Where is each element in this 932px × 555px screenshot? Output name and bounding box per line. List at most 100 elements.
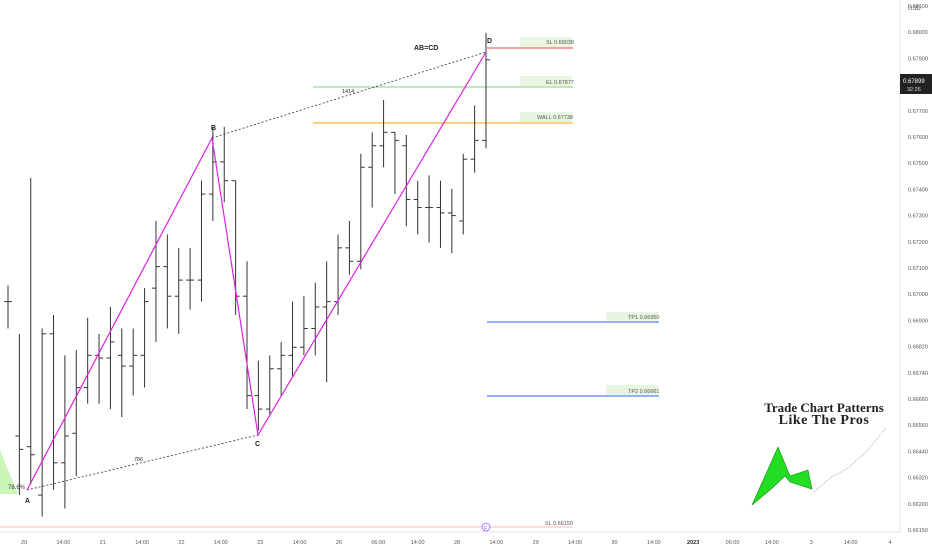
tp2-label: TP2 0.66661 — [628, 389, 660, 395]
time-tick: 30 — [611, 540, 617, 546]
time-tick: 14:00 — [568, 540, 582, 546]
ohlc-bar[interactable] — [413, 180, 422, 235]
sl-label: SL 0.68038 — [546, 40, 574, 46]
ohlc-bar[interactable] — [231, 180, 240, 316]
ohlc-bar[interactable] — [72, 349, 81, 477]
wall-label: WALL 0.67738 — [537, 115, 573, 121]
ohlc-bar[interactable] — [368, 132, 377, 208]
brand-line-2: Like The Pros — [778, 413, 870, 428]
point-a-label: A — [25, 498, 30, 505]
ac-ratio: 786 — [134, 457, 143, 463]
ohlc-bar[interactable] — [311, 282, 320, 356]
abcd-pattern[interactable] — [26, 51, 487, 491]
ohlc-bar[interactable] — [129, 328, 138, 396]
ohlc-bar[interactable] — [163, 234, 172, 329]
time-tick: 14:00 — [214, 540, 228, 546]
time-tick: 14:00 — [411, 540, 425, 546]
ohlc-bar[interactable] — [334, 234, 343, 316]
ohlc-bar[interactable] — [390, 131, 399, 195]
ohlc-bar[interactable] — [459, 153, 468, 235]
ohlc-bar[interactable] — [322, 261, 331, 383]
time-tick: 14:00 — [844, 540, 858, 546]
price-tick: 0.68100 — [908, 4, 928, 10]
ohlc-bar[interactable] — [49, 315, 58, 490]
price-tick: 0.66820 — [908, 345, 928, 351]
time-marker[interactable] — [481, 522, 491, 532]
price-tick: 0.66320 — [908, 476, 928, 482]
price-tick: 0.66660 — [908, 397, 928, 403]
ohlc-bar[interactable] — [106, 306, 115, 410]
ohlc-bar[interactable] — [151, 220, 160, 342]
ohlc-bar[interactable] — [243, 261, 251, 410]
ohlc-bar[interactable] — [277, 341, 286, 396]
ohlc-bar[interactable] — [482, 32, 490, 149]
ohlc-bar[interactable] — [38, 328, 47, 517]
ohlc-bar[interactable] — [356, 153, 365, 270]
bd-ratio: 1414 — [342, 89, 354, 95]
ac-connector — [26, 434, 259, 491]
brand-block: Trade Chart Patterns Like The Pros — [740, 398, 930, 518]
pattern-title: AB=CD — [414, 45, 438, 52]
price-tick: 0.67300 — [908, 214, 928, 220]
ohlc-bar[interactable] — [254, 360, 263, 431]
wall-tag — [520, 112, 572, 122]
price-tick: 0.66560 — [908, 423, 928, 429]
time-tick: 26 — [336, 540, 342, 546]
ohlc-bar[interactable] — [26, 177, 35, 485]
ohlc-bar[interactable] — [186, 247, 195, 310]
ohlc-bar[interactable] — [447, 188, 456, 254]
time-tick: 29 — [533, 540, 539, 546]
ohlc-bar[interactable] — [299, 296, 308, 356]
time-tick: 20 — [21, 540, 27, 546]
time-tick: 28 — [454, 540, 460, 546]
price-tick: 0.67400 — [908, 187, 928, 193]
ohlc-bar[interactable] — [140, 288, 149, 388]
ohlc-bar[interactable] — [83, 317, 92, 404]
ohlc-bar[interactable] — [402, 134, 411, 227]
sl-bottom-label: SL 0.66150 — [545, 521, 573, 527]
time-tick: 22 — [178, 540, 184, 546]
time-tick: 14:00 — [56, 540, 70, 546]
time-axis[interactable]: 20 14:00 21 14:00 22 14:00 23 14:00 26 06:00 14:00… — [21, 540, 892, 546]
ohlc-bar[interactable] — [4, 285, 12, 329]
ohlc-bars[interactable] — [4, 32, 490, 517]
brand-logo-icon — [751, 427, 887, 506]
price-axis[interactable]: 0.681000.680000.679000.678000.677000.676… — [908, 4, 928, 534]
price-tick: 0.66900 — [908, 318, 928, 324]
price-tick: 0.66150 — [908, 528, 928, 534]
ohlc-bar[interactable] — [470, 105, 479, 173]
tp1-label: TP1 0.66950 — [628, 315, 660, 321]
ohlc-bar[interactable] — [15, 333, 24, 496]
ohlc-bar[interactable] — [288, 301, 297, 377]
time-tick: 06:00 — [726, 540, 740, 546]
ohlc-bar[interactable] — [174, 247, 183, 334]
price-tick: 0.66440 — [908, 449, 928, 455]
point-b-label: B — [211, 125, 216, 132]
ohlc-bar[interactable] — [425, 175, 434, 243]
ohlc-bar[interactable] — [117, 328, 126, 418]
el-label: EL 0.67877 — [546, 80, 574, 86]
time-tick: 2023 — [687, 540, 699, 546]
ohlc-bar[interactable] — [436, 180, 445, 248]
ohlc-bar[interactable] — [345, 220, 354, 275]
current-price: 0.67899 — [903, 79, 925, 85]
ohlc-bar[interactable] — [60, 355, 69, 509]
time-tick: 14:00 — [293, 540, 307, 546]
time-tick: 14:00 — [135, 540, 149, 546]
current-price-badge — [900, 74, 932, 94]
ohlc-bar[interactable] — [379, 100, 388, 168]
el-tag — [520, 76, 572, 86]
price-tick: 0.68000 — [908, 30, 928, 36]
time-tick: 3 — [810, 540, 813, 546]
sl-tag — [520, 37, 572, 47]
time-tick: 23 — [257, 540, 263, 546]
time-tick: 4 — [888, 540, 891, 546]
ohlc-bar[interactable] — [197, 180, 206, 302]
price-tick: 0.67100 — [908, 266, 928, 272]
time-tick: 21 — [100, 540, 106, 546]
ohlc-bar[interactable] — [95, 333, 104, 404]
ohlc-bar[interactable] — [265, 355, 274, 415]
ohlc-bar[interactable] — [220, 126, 229, 203]
